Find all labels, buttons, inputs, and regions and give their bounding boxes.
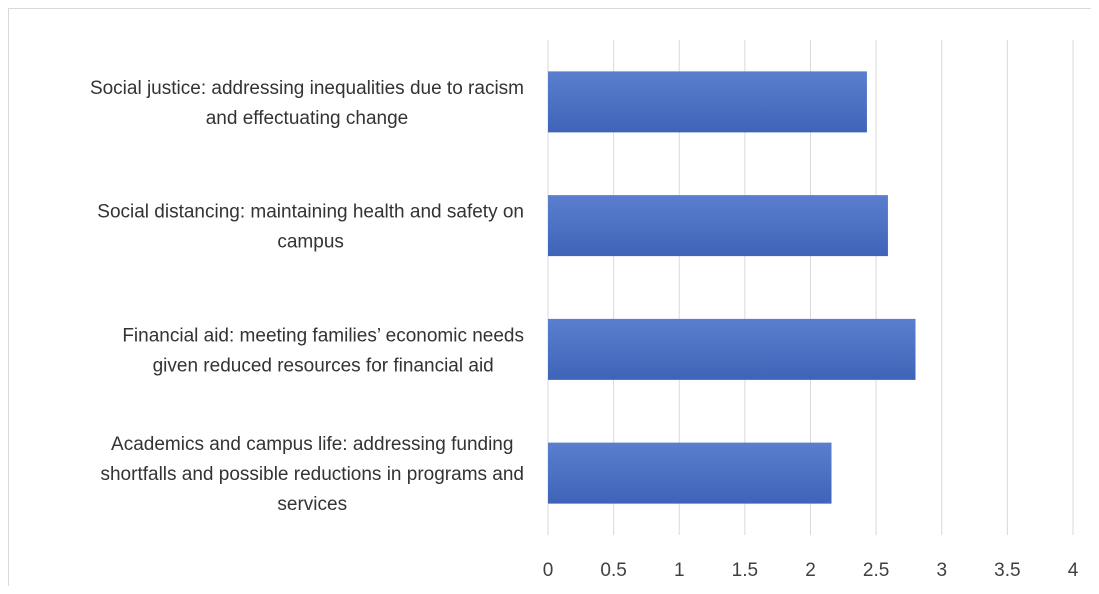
x-tick-label: 3 bbox=[936, 560, 947, 581]
x-tick-label: 2 bbox=[805, 560, 816, 581]
category-label: Social justice: addressing inequalities … bbox=[90, 78, 524, 129]
category-label-line: and effectuating change bbox=[206, 108, 409, 129]
category-label-line: Social justice: addressing inequalities … bbox=[90, 78, 524, 99]
category-label: Academics and campus life: addressing fu… bbox=[100, 434, 524, 515]
x-tick-label: 0 bbox=[543, 560, 554, 581]
category-label-line: campus bbox=[277, 232, 344, 253]
x-axis-tick-labels: 0 0.5 1 1.5 2 2.5 3 3.5 4 bbox=[543, 560, 1079, 581]
x-tick-label: 0.5 bbox=[600, 560, 626, 581]
category-label-line: Academics and campus life: addressing fu… bbox=[111, 434, 513, 455]
bar bbox=[548, 442, 832, 504]
category-label: Social distancing: maintaining health an… bbox=[97, 202, 524, 253]
x-tick-label: 1 bbox=[674, 560, 685, 581]
x-tick-label: 1.5 bbox=[732, 560, 758, 581]
bar bbox=[548, 195, 888, 257]
category-label-line: given reduced resources for financial ai… bbox=[153, 355, 494, 376]
category-labels: Social justice: addressing inequalities … bbox=[90, 78, 524, 515]
category-label-line: Social distancing: maintaining health an… bbox=[97, 202, 524, 223]
x-tick-label: 3.5 bbox=[994, 560, 1020, 581]
bar bbox=[548, 71, 867, 133]
x-tick-label: 4 bbox=[1068, 560, 1079, 581]
category-label-line: services bbox=[277, 494, 347, 515]
category-label: Financial aid: meeting families’ economi… bbox=[122, 325, 524, 376]
bars bbox=[548, 71, 916, 504]
category-label-line: Financial aid: meeting families’ economi… bbox=[122, 325, 524, 346]
bar bbox=[548, 318, 916, 380]
chart-frame bbox=[8, 8, 1091, 586]
x-tick-label: 2.5 bbox=[863, 560, 889, 581]
category-label-line: shortfalls and possible reductions in pr… bbox=[100, 464, 524, 485]
